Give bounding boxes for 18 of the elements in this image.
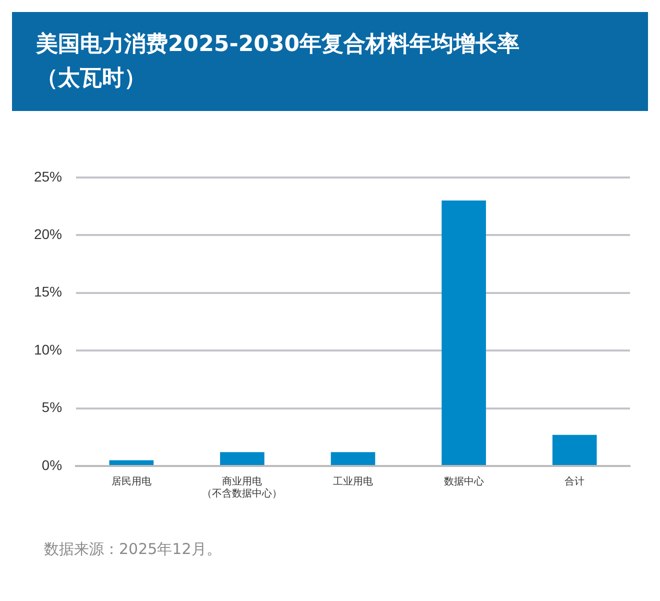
x-tick-label: 居民用电 (111, 476, 152, 488)
bar (552, 434, 597, 465)
source-note: 数据来源：2025年12月。 (44, 540, 222, 559)
y-tick-label: 10% (34, 341, 62, 358)
y-tick-label: 20% (34, 226, 62, 242)
x-tick-label: 工业用电 (333, 476, 374, 488)
x-tick-label: 数据中心 (444, 476, 484, 488)
chart-title: 美国电力消费2025-2030年复合材料年均增长率（太瓦时） (12, 12, 648, 111)
y-tick-label: 0% (42, 456, 62, 473)
bar (330, 452, 376, 465)
y-tick-label: 25% (34, 168, 62, 184)
y-tick-label: 5% (42, 399, 62, 416)
y-tick-label: 15% (34, 284, 62, 300)
bar (442, 200, 486, 465)
x-tick-label: 合计 (564, 476, 585, 488)
x-tick-label: 商业用电（不含数据中心） (202, 476, 282, 500)
bar (109, 460, 154, 465)
bar (220, 452, 264, 465)
